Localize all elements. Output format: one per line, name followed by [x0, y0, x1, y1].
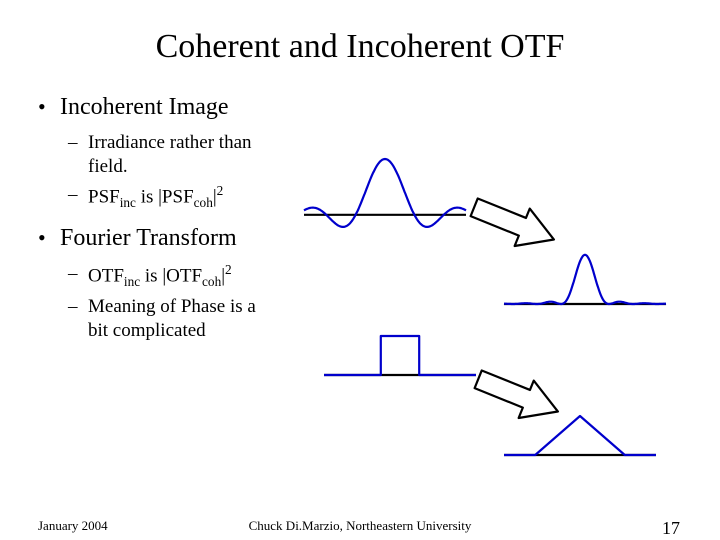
slide-title: Coherent and Incoherent OTF [0, 0, 720, 66]
diagram-sinc [300, 150, 470, 240]
diagram-sinc-squared [500, 250, 670, 310]
text: Irradiance rather than [88, 132, 252, 153]
text: bit complicated [88, 320, 206, 341]
text: PSF [88, 186, 120, 207]
diagram-rect [320, 330, 480, 380]
text: is |OTF [140, 266, 202, 287]
text: is |PSF [136, 186, 194, 207]
superscript: 2 [217, 183, 224, 198]
footer-author: Chuck Di.Marzio, Northeastern University [0, 518, 720, 534]
footer-page-number: 17 [662, 518, 680, 539]
diagram-arrow-1 [468, 198, 558, 254]
text: OTF [88, 266, 124, 287]
subscript: inc [120, 195, 136, 210]
subscript: coh [194, 195, 213, 210]
subscript: coh [202, 274, 221, 289]
text: Meaning of Phase is a [88, 296, 256, 317]
superscript: 2 [225, 262, 232, 277]
bullet-incoherent-image: Incoherent Image [38, 94, 720, 121]
diagram-triangle [500, 410, 660, 460]
text: field. [88, 156, 128, 177]
subscript: inc [124, 274, 140, 289]
